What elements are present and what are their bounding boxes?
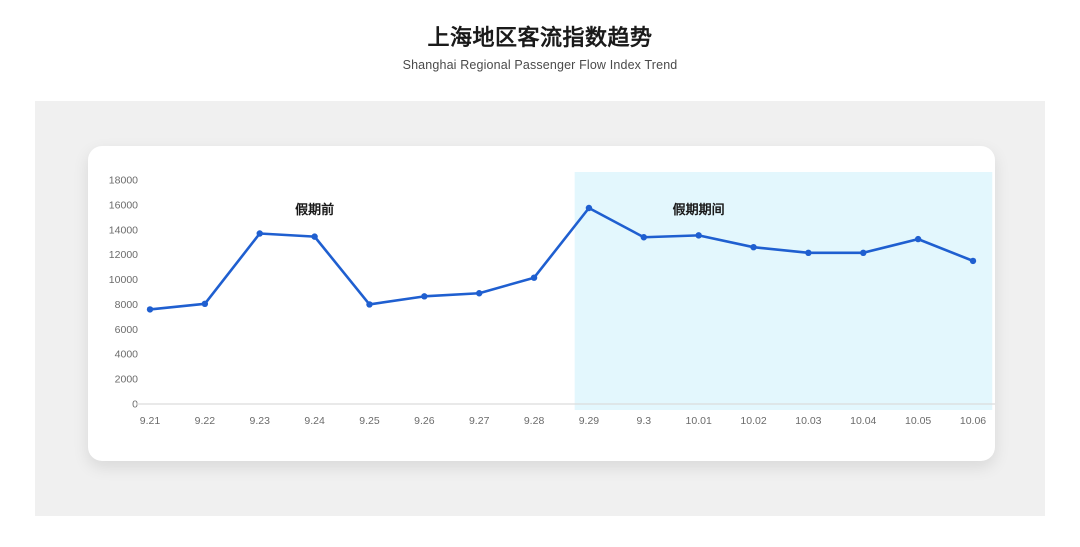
x-tick-label: 9.27 [469,415,490,427]
y-tick-label: 10000 [109,274,138,286]
y-tick-label: 8000 [115,299,139,311]
x-axis-ticks: 9.21 9.22 9.23 9.24 9.25 9.26 9.27 9.28 9.29 9.3 1… [140,415,987,427]
data-point[interactable] [750,244,757,251]
y-tick-label: 14000 [109,224,138,236]
chart-panel: 18000 16000 14000 12000 10000 8000 6000 4000 200… [35,101,1045,516]
chart-annotations: 假期前 假期期间 [295,202,725,217]
annotation-label: 假期前 [295,202,334,217]
chart-header: 上海地区客流指数趋势 Shanghai Regional Passenger F… [0,0,1080,72]
x-tick-label: 9.21 [140,415,161,427]
data-point[interactable] [311,233,318,240]
data-point[interactable] [805,249,812,256]
chart-card: 18000 16000 14000 12000 10000 8000 6000 4000 200… [88,146,995,461]
x-tick-label: 10.03 [795,415,821,427]
series-line [148,206,975,311]
data-point[interactable] [530,274,538,281]
x-tick-label: 9.23 [250,415,271,427]
y-tick-label: 12000 [109,249,138,261]
highlight-rect [574,172,993,410]
x-tick-label: 9.3 [636,415,651,427]
y-tick-label: 0 [132,399,138,411]
x-tick-label: 9.29 [579,415,600,427]
page-subtitle: Shanghai Regional Passenger Flow Index T… [402,57,678,72]
y-tick-label: 2000 [115,374,139,386]
annotation-label: 假期期间 [673,202,725,217]
x-tick-label: 9.22 [195,415,216,427]
y-tick-label: 4000 [115,349,139,361]
y-tick-label: 16000 [109,199,138,211]
data-point[interactable] [640,234,647,241]
page-title: 上海地区客流指数趋势 [427,25,653,50]
x-tick-label: 10.06 [960,415,986,427]
y-axis-ticks: 18000 16000 14000 12000 10000 8000 6000 4000 200… [109,175,138,411]
data-point[interactable] [146,306,154,313]
data-point[interactable] [421,293,428,300]
line-chart: 18000 16000 14000 12000 10000 8000 6000 4000 200… [88,146,995,461]
data-point[interactable] [860,249,867,256]
data-point[interactable] [914,235,922,243]
chart-svg: 18000 16000 14000 12000 10000 8000 6000 4000 200… [109,172,995,427]
data-point[interactable] [366,301,373,308]
x-tick-label: 9.25 [359,415,380,427]
data-point[interactable] [256,230,263,237]
data-point[interactable] [476,290,483,297]
y-tick-label: 18000 [109,175,138,187]
data-point[interactable] [695,232,702,239]
y-tick-label: 6000 [115,324,139,336]
x-tick-label: 10.04 [850,415,876,427]
x-tick-label: 10.02 [740,415,766,427]
holiday-highlight-band [574,172,993,410]
data-point[interactable] [585,204,593,212]
x-tick-label: 9.26 [414,415,435,427]
x-tick-label: 9.24 [304,415,325,427]
x-tick-label: 10.05 [905,415,931,427]
data-line [148,206,975,311]
x-tick-label: 9.28 [524,415,545,427]
x-tick-label: 10.01 [686,415,712,427]
data-point[interactable] [201,300,209,308]
data-markers [146,204,977,313]
data-point[interactable] [969,257,977,265]
